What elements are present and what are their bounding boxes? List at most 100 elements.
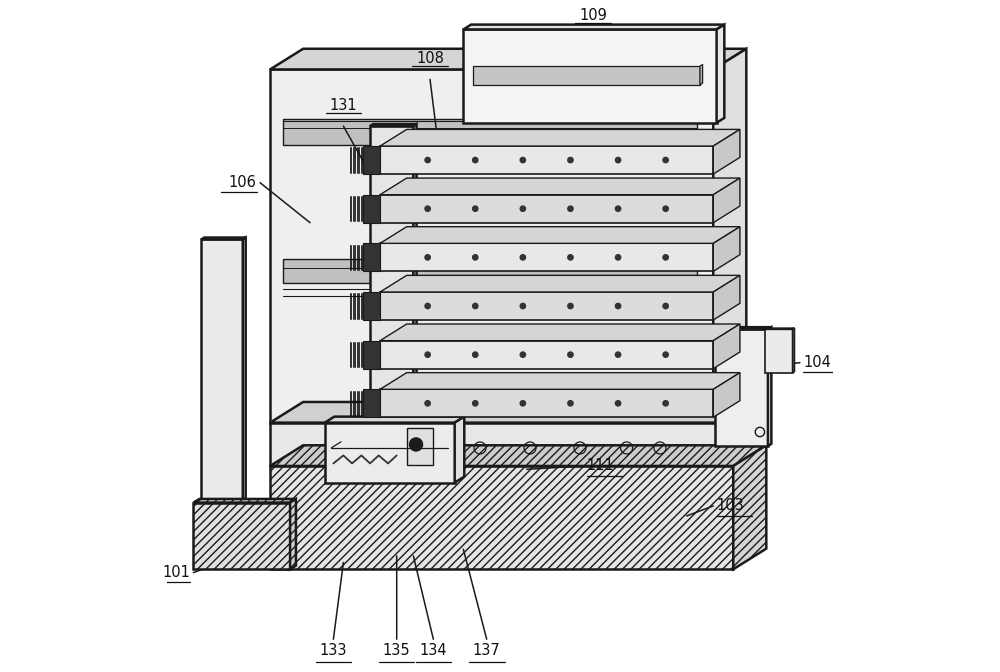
Polygon shape — [713, 373, 740, 417]
Polygon shape — [363, 146, 380, 174]
Circle shape — [425, 157, 430, 163]
Text: 134: 134 — [420, 642, 447, 658]
Polygon shape — [717, 25, 724, 123]
Polygon shape — [270, 446, 766, 466]
Polygon shape — [380, 276, 740, 292]
Polygon shape — [713, 49, 746, 423]
Text: 133: 133 — [320, 642, 347, 658]
Polygon shape — [363, 195, 380, 222]
Circle shape — [473, 255, 478, 260]
Text: 111: 111 — [587, 458, 614, 474]
Circle shape — [520, 206, 526, 212]
Polygon shape — [713, 226, 740, 271]
Polygon shape — [380, 389, 713, 417]
Circle shape — [520, 255, 526, 260]
Polygon shape — [765, 329, 793, 373]
Circle shape — [663, 255, 668, 260]
Circle shape — [473, 206, 478, 212]
Polygon shape — [270, 49, 746, 69]
Circle shape — [615, 401, 621, 406]
Polygon shape — [380, 146, 713, 174]
Polygon shape — [363, 341, 380, 369]
Circle shape — [568, 206, 573, 212]
Circle shape — [520, 303, 526, 308]
Circle shape — [615, 206, 621, 212]
Circle shape — [425, 255, 430, 260]
Text: 108: 108 — [416, 51, 444, 66]
Polygon shape — [765, 328, 794, 329]
Polygon shape — [793, 328, 794, 373]
Circle shape — [520, 401, 526, 406]
Polygon shape — [380, 130, 740, 146]
Polygon shape — [283, 120, 697, 144]
Polygon shape — [733, 402, 766, 466]
Circle shape — [615, 255, 621, 260]
Circle shape — [425, 206, 430, 212]
Polygon shape — [715, 329, 768, 446]
Circle shape — [663, 303, 668, 308]
Polygon shape — [713, 324, 740, 369]
Circle shape — [568, 255, 573, 260]
Polygon shape — [201, 237, 246, 239]
Circle shape — [568, 303, 573, 308]
Polygon shape — [193, 503, 290, 569]
Polygon shape — [380, 226, 740, 243]
Polygon shape — [283, 259, 697, 283]
Text: 135: 135 — [383, 642, 411, 658]
Circle shape — [473, 303, 478, 308]
Circle shape — [409, 437, 423, 451]
Polygon shape — [380, 292, 713, 320]
Circle shape — [663, 401, 668, 406]
Polygon shape — [243, 237, 246, 503]
Circle shape — [568, 157, 573, 163]
Polygon shape — [370, 124, 417, 126]
Polygon shape — [413, 124, 417, 426]
Circle shape — [520, 352, 526, 358]
Polygon shape — [380, 243, 713, 271]
Text: 104: 104 — [803, 355, 831, 370]
Polygon shape — [733, 446, 766, 569]
Text: 109: 109 — [579, 8, 607, 23]
Polygon shape — [325, 423, 455, 482]
Circle shape — [425, 352, 430, 358]
Polygon shape — [407, 428, 433, 464]
Text: 131: 131 — [330, 97, 357, 113]
Text: 103: 103 — [717, 499, 744, 513]
Circle shape — [663, 352, 668, 358]
Polygon shape — [363, 243, 380, 271]
Polygon shape — [370, 126, 413, 426]
Polygon shape — [193, 499, 296, 503]
Polygon shape — [700, 65, 703, 85]
Polygon shape — [713, 178, 740, 222]
Polygon shape — [325, 417, 464, 423]
Polygon shape — [201, 239, 243, 503]
Polygon shape — [380, 195, 713, 222]
Polygon shape — [768, 327, 771, 446]
Polygon shape — [363, 389, 380, 417]
Circle shape — [663, 206, 668, 212]
Circle shape — [425, 401, 430, 406]
Circle shape — [425, 303, 430, 308]
Text: 106: 106 — [229, 175, 257, 190]
Circle shape — [473, 157, 478, 163]
Polygon shape — [270, 423, 733, 466]
Polygon shape — [363, 292, 380, 320]
Polygon shape — [270, 402, 766, 423]
Polygon shape — [290, 499, 296, 569]
Circle shape — [520, 157, 526, 163]
Circle shape — [473, 401, 478, 406]
Polygon shape — [463, 30, 717, 123]
Polygon shape — [380, 341, 713, 369]
Polygon shape — [270, 466, 733, 569]
Polygon shape — [455, 417, 464, 482]
Circle shape — [473, 352, 478, 358]
Polygon shape — [380, 373, 740, 389]
Text: 137: 137 — [473, 642, 501, 658]
Polygon shape — [380, 178, 740, 195]
Polygon shape — [715, 327, 771, 329]
Polygon shape — [713, 130, 740, 174]
Polygon shape — [270, 69, 713, 423]
Polygon shape — [473, 66, 700, 85]
Circle shape — [663, 157, 668, 163]
Polygon shape — [380, 324, 740, 341]
